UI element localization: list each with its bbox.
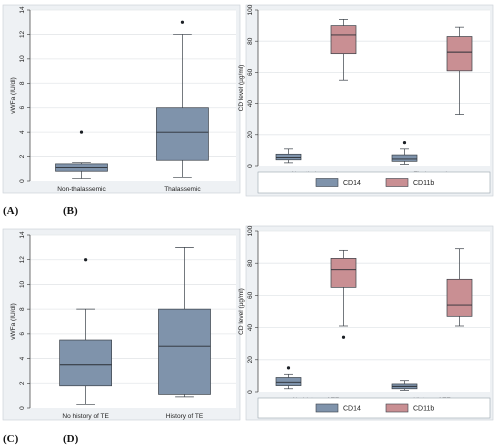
panel-label-d: (D) [63,433,79,445]
chart-b-box-cd14-0 [275,148,302,164]
chart-c-ytick-label: 14 [19,231,26,239]
box-iqr [391,154,418,162]
chart-a-ytick-label: 8 [19,81,26,85]
chart-b-ytick-label: 40 [247,100,254,108]
outlier-point [286,366,291,370]
chart-b-legend: CD14 CD11b [257,171,491,194]
outlier-point [79,130,84,134]
outlier-point [402,141,407,145]
outlier-point [180,20,185,24]
chart-d-ytick-label: 80 [247,259,254,267]
chart-c-ytick-label: 6 [19,332,26,336]
box-iqr [156,107,209,161]
chart-b-ylabel: CD level (µg/ml) [238,65,245,112]
legend-swatch-cd11b [385,403,409,413]
chart-b-ytick-label: 100 [247,4,254,15]
chart-c-ytick-label: 8 [19,307,26,311]
chart-a-box-series-0 [55,130,108,179]
chart-d-ytick-label: 60 [247,291,254,299]
chart-d-box-cd14-0 [275,366,302,390]
chart-c-ytick-label: 0 [19,406,26,410]
chart-d-box-cd11b-1 [446,248,473,327]
outlier-point [84,258,88,262]
chart-a-ytick-label: 0 [19,179,26,183]
chart-b-ytick-label: 80 [247,37,254,45]
legend-swatch-cd14 [315,178,339,187]
box-iqr [446,278,473,317]
chart-c-ytick-label: 4 [19,356,26,360]
chart-d-ytick-label: 100 [247,225,254,236]
panel-label-b: (B) [63,205,78,217]
chart-c-category-label: History of TE [166,413,204,420]
legend-label-cd14: CD14 [343,180,361,187]
chart-c-ytick-label: 12 [19,256,26,264]
chart-a: 0 2 4 6 8 10 12 14 vWFa (IU/dl) Non-thalassemic Th… [2,4,241,194]
chart-d-legend: CD14 CD11b [257,397,491,419]
chart-d-ytick-label: 0 [247,390,254,394]
chart-c-box-series-1 [158,247,211,398]
chart-b-box-cd11b-1 [446,26,473,115]
chart-d-box-cd11b-0 [330,249,357,339]
box-iqr [158,308,211,395]
chart-c-ylabel: vWFa (IU/dl) [10,303,17,339]
chart-d-ylabel: CD level (µg/ml) [238,288,245,335]
box-iqr [275,377,302,386]
box-iqr [59,339,112,387]
chart-b-box-cd14-1 [391,141,418,165]
chart-c: 0 2 4 6 8 10 12 14 vWFa (IU/dl) No history of TE H… [2,228,241,421]
outlier-point [341,335,346,339]
chart-a-ylabel: vWFa (IU/dl) [10,77,17,113]
chart-a-box-series-1 [156,20,209,178]
chart-c-ytick-label: 10 [19,280,26,288]
chart-a-ytick-label: 6 [19,106,26,110]
chart-b-plot-area [258,10,490,166]
chart-b-box-cd11b-0 [330,19,357,81]
chart-c-category-label: No history of TE [62,413,109,420]
chart-a-ytick-label: 2 [19,154,26,158]
chart-d-ytick-label: 20 [247,356,254,364]
chart-c-box-series-0 [59,258,112,405]
chart-d-ytick-label: 40 [247,324,254,332]
panel-label-a: (A) [3,205,19,217]
legend-box [257,397,491,419]
chart-b-ytick-label: 0 [247,164,254,168]
chart-a-ytick-label: 12 [19,30,26,38]
chart-a-ytick-label: 14 [19,6,26,14]
legend-label-cd11b: CD11b [413,180,434,187]
chart-a-category-label: Thalassemic [164,186,201,193]
chart-b-ytick-label: 20 [247,131,254,139]
chart-a-category-label: Non-thalassemic [57,186,106,193]
box-iqr [330,25,357,55]
legend-label-cd14: CD14 [343,406,361,413]
chart-b-ytick-label: 60 [247,68,254,76]
box-iqr [446,36,473,72]
chart-a-ytick-label: 10 [19,55,26,63]
chart-d-box-cd14-1 [391,380,418,391]
box-iqr [330,258,357,288]
legend-swatch-cd11b [385,178,409,187]
panel-label-c: (C) [3,433,19,445]
legend-swatch-cd14 [315,403,339,413]
chart-c-ytick-label: 2 [19,381,26,385]
legend-box [257,171,491,194]
chart-a-ytick-label: 4 [19,130,26,134]
legend-label-cd11b: CD11b [413,406,434,413]
